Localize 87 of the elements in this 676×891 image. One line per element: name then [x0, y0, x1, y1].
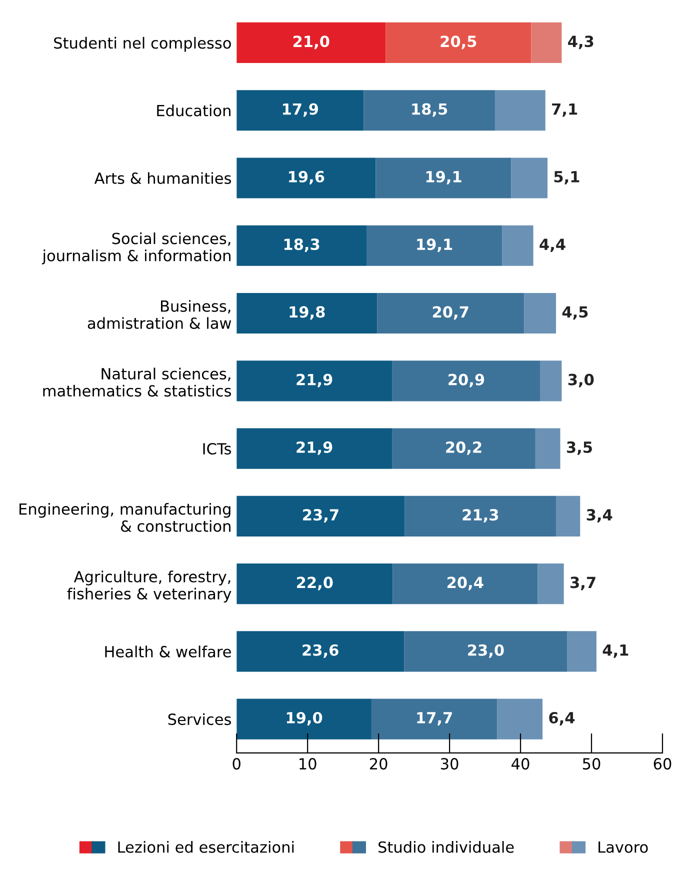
bar: [386, 22, 532, 64]
bar: [497, 698, 543, 740]
bar: [236, 360, 392, 402]
bar: [524, 292, 556, 334]
bar: [371, 698, 498, 740]
bar: [540, 360, 562, 402]
bar: [236, 225, 366, 266]
data-label: 4,1: [602, 644, 628, 658]
data-label: 19,1: [426, 170, 462, 184]
x-tick-label: 40: [512, 758, 530, 770]
bar: [392, 428, 536, 469]
bar: [535, 428, 560, 469]
bar: [404, 631, 568, 672]
bar: [404, 496, 556, 536]
data-label: 20,7: [432, 306, 468, 320]
data-label: 17,7: [417, 712, 452, 726]
data-label: 23,6: [302, 644, 338, 658]
y-tick-label: Arts & humanities: [94, 172, 231, 184]
y-tick-label: Social sciences, journalism & information: [42, 232, 230, 264]
y-tick-label: Studenti nel complesso: [54, 36, 231, 52]
legend-label: Studio individuale: [378, 841, 514, 853]
x-tick-label: 60: [654, 758, 672, 770]
bar: [511, 158, 548, 198]
data-label: 3,7: [570, 576, 596, 590]
data-label: 4,3: [568, 36, 594, 50]
bar: [366, 225, 502, 266]
bar: [502, 225, 534, 266]
bar: [236, 292, 378, 334]
bar: [236, 698, 372, 740]
data-label: 19,0: [286, 712, 322, 726]
bar: [236, 22, 386, 64]
legend-label: Lezioni ed esercitazioni: [118, 841, 294, 853]
bar: [567, 631, 596, 672]
x-tick-label: 20: [370, 758, 388, 770]
data-label: 4,5: [562, 306, 588, 320]
bar: [236, 428, 392, 469]
data-label: 20,4: [448, 576, 484, 590]
y-tick-label: ICTs: [203, 443, 231, 455]
data-label: 22,0: [297, 576, 333, 590]
y-tick-label: Natural sciences, mathematics & statistics: [43, 368, 231, 397]
data-label: 20,5: [440, 36, 476, 50]
data-label: 18,5: [412, 103, 448, 117]
legend-label: Lavoro: [598, 842, 648, 853]
data-label: 19,6: [289, 170, 324, 184]
bar: [236, 90, 364, 131]
data-label: 23,7: [303, 509, 338, 523]
x-tick-label: 0: [232, 758, 240, 770]
bar: [531, 22, 562, 64]
bar: [236, 158, 376, 198]
data-label: 20,2: [446, 441, 482, 455]
y-tick-label: Business, admistration & law: [88, 300, 232, 330]
data-label: 19,8: [290, 306, 325, 320]
data-label: 23,0: [468, 644, 504, 658]
x-tick-label: 10: [300, 758, 316, 770]
x-tick-label: 30: [440, 758, 458, 770]
data-label: 3,0: [568, 374, 594, 388]
bar: [556, 496, 580, 536]
data-label: 3,5: [566, 441, 592, 455]
data-label: 3,4: [586, 509, 612, 523]
y-tick-label: Services: [168, 713, 231, 726]
y-tick-label: Health & welfare: [105, 646, 231, 658]
y-tick-label: Education: [157, 104, 230, 116]
bar: [236, 564, 393, 604]
data-label: 6,4: [549, 712, 575, 726]
bar: [538, 564, 564, 604]
y-tick-label: Engineering, manufacturing & construction: [20, 502, 230, 532]
y-tick-label: Agriculture, forestry, fisheries & veterinary: [67, 570, 232, 603]
bar: [494, 90, 546, 131]
data-label: 17,9: [283, 103, 318, 117]
bar: [236, 631, 404, 672]
data-label: 18,3: [284, 238, 320, 252]
bar: [392, 360, 540, 402]
x-tick-label: 50: [582, 758, 600, 770]
bar: [376, 158, 512, 198]
bar: [364, 90, 495, 131]
data-label: 21,3: [462, 509, 498, 523]
data-label: 4,4: [540, 238, 566, 252]
data-label: 21,9: [296, 441, 332, 455]
data-label: 19,1: [417, 238, 452, 252]
data-label: 21,9: [296, 374, 332, 388]
data-label: 7,1: [552, 103, 578, 117]
bar: [392, 564, 538, 604]
data-label: 20,9: [448, 374, 484, 388]
bar: [377, 292, 524, 334]
data-label: 5,1: [554, 171, 580, 184]
bar: [236, 496, 405, 536]
data-label: 21,0: [293, 36, 330, 50]
